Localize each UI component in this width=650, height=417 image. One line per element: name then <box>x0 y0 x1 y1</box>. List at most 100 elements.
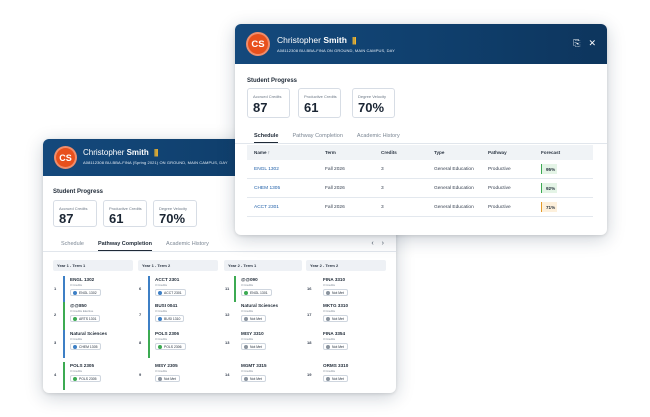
table-row[interactable]: CHEM 1305 Fall 2026 3 General Education Prod… <box>247 179 593 198</box>
column-header-term[interactable]: Term <box>325 150 336 155</box>
course-card[interactable]: 8 POLS 2306 3 Credits POLS 2306 <box>139 330 214 358</box>
course-credits: 3 Credits <box>155 309 168 313</box>
chevron-right-icon[interactable]: › <box>381 240 384 247</box>
credits-cell: 3 <box>381 205 384 210</box>
not-met-icon <box>326 291 330 295</box>
column-header-forecast[interactable]: Forecast <box>541 150 561 155</box>
course-chip[interactable]: ENGL 1302 <box>70 289 101 296</box>
stat-degree-velocity: Degree Velocity 70% <box>352 88 395 118</box>
course-card[interactable]: 19 ORMS 3310 3 Credits Not Met <box>307 362 382 390</box>
column-header-type[interactable]: Type <box>434 150 445 155</box>
course-credits: 3 Credits <box>323 369 336 373</box>
tab-pathway-completion[interactable]: Pathway Completion <box>292 133 343 139</box>
course-card[interactable]: 12 Natural Sciences 3 Credits Not Met <box>225 302 298 330</box>
course-name: @@090 <box>241 277 258 282</box>
course-chip[interactable]: Not Met <box>323 375 348 382</box>
course-chip[interactable]: Not Met <box>323 343 348 350</box>
course-card[interactable]: 1 ENGL 1302 3 Credits ENGL 1302 <box>54 276 129 304</box>
column-header-name[interactable]: Name ↑ <box>254 150 271 155</box>
status-dot-icon <box>73 317 77 321</box>
tab-academic-history[interactable]: Academic History <box>356 133 400 139</box>
chevron-left-icon[interactable]: ‹ <box>371 240 374 247</box>
table-row[interactable]: ENGL 1302 Fall 2026 3 General Education Prod… <box>247 160 593 179</box>
student-name: Christopher Smith ||| <box>277 35 357 45</box>
course-card[interactable]: 3 Natural Sciences 3 Credits CHEM 1305 <box>54 330 129 358</box>
term-cell: Fall 2026 <box>325 205 345 210</box>
course-chip[interactable]: POLS 2306 <box>155 343 186 350</box>
badge-icon: ||| <box>153 148 159 157</box>
course-card[interactable]: 18 FINA 3354 3 Credits Not Met <box>307 330 382 358</box>
course-sequence-number: 3 <box>54 340 57 345</box>
status-dot-icon <box>73 291 77 295</box>
column-header-pathway[interactable]: Pathway <box>488 150 507 155</box>
course-link[interactable]: ENGL 1302 <box>254 167 279 172</box>
stat-productive-credits: Productive Credits 61 <box>103 200 147 227</box>
course-sequence-number: 1 <box>54 286 57 291</box>
forecast-badge: 95% <box>541 164 558 174</box>
schedule-card: CS Christopher Smith ||| A08112308 BU-BBA… <box>235 24 607 235</box>
course-chip[interactable]: POLS 2305 <box>70 375 101 382</box>
stat-label: Degree Velocity <box>159 206 188 211</box>
course-chip[interactable]: Not Met <box>241 375 266 382</box>
type-cell: General Education <box>434 186 474 191</box>
tab-divider <box>235 143 607 144</box>
pathway-cell: Productive <box>488 205 511 210</box>
stat-productive-credits: Productive Credits 61 <box>298 88 341 118</box>
course-card[interactable]: 4 POLS 2305 3 Credits POLS 2305 <box>54 362 129 390</box>
student-subtitle: A08112308 BU-BBA-FINA ON GROUND, MAIN CA… <box>277 48 395 53</box>
course-credits: 3 Credits <box>241 283 254 287</box>
pager: ‹ › <box>371 240 384 247</box>
not-met-icon <box>244 317 248 321</box>
course-chip[interactable]: Not Met <box>241 343 266 350</box>
term-column-header: Year 2 - Term 1 <box>224 260 302 271</box>
stat-value: 61 <box>304 100 319 115</box>
term-cell: Fall 2026 <box>325 186 345 191</box>
course-chip[interactable]: BUSI 1310 <box>155 315 185 322</box>
stat-accrued-credits: Accrued Credits 87 <box>53 200 97 227</box>
course-card[interactable]: 7 BUSI 0041 3 Credits BUSI 1310 <box>139 302 214 330</box>
course-card[interactable]: 13 MISY 3310 3 Credits Not Met <box>225 330 298 358</box>
chip-label: Not Met <box>332 291 344 295</box>
course-sequence-number: 16 <box>307 286 312 291</box>
tab-pathway-completion[interactable]: Pathway Completion <box>97 241 153 251</box>
chip-label: ACCT 2301 <box>164 291 182 295</box>
course-card[interactable]: 6 ACCT 2301 3 Credits ACCT 2301 <box>139 276 214 304</box>
course-card[interactable]: 2 @@850 3 Credits Elective ARTS 1301 <box>54 302 129 330</box>
close-icon[interactable]: ✕ <box>588 38 596 48</box>
chip-label: POLS 2305 <box>79 377 97 381</box>
chip-label: Not Met <box>332 317 344 321</box>
course-card[interactable]: 9 MISY 2305 3 Credits Not Met <box>139 362 214 390</box>
course-sequence-number: 4 <box>54 372 57 377</box>
course-card[interactable]: 16 FINA 3310 3 Credits Not Met <box>307 276 382 304</box>
course-credits: 3 Credits <box>70 369 83 373</box>
course-name: Natural Sciences <box>70 331 108 336</box>
table-row[interactable]: ACCT 2301 Fall 2026 3 General Education Prod… <box>247 198 593 217</box>
stat-value: 70% <box>159 211 186 226</box>
chip-label: ENGL 1302 <box>79 291 97 295</box>
course-link[interactable]: ACCT 2301 <box>254 205 279 210</box>
course-chip[interactable]: ACCT 2301 <box>155 289 186 296</box>
course-card[interactable]: 14 MGMT 3315 3 Credits Not Met <box>225 362 298 390</box>
course-chip[interactable]: Not Met <box>323 289 348 296</box>
course-sequence-number: 8 <box>139 340 142 345</box>
course-chip[interactable]: CHEM 1305 <box>70 343 102 350</box>
course-link[interactable]: CHEM 1305 <box>254 186 281 191</box>
course-chip[interactable]: Not Met <box>241 315 266 322</box>
course-chip[interactable]: Not Met <box>323 315 348 322</box>
course-sequence-number: 2 <box>54 312 57 317</box>
table-header: Name ↑ Term Credits Type Pathway Forecas… <box>247 145 593 160</box>
course-card[interactable]: 17 MKTG 3310 3 Credits Not Met <box>307 302 382 330</box>
tab-schedule[interactable]: Schedule <box>61 241 84 247</box>
column-header-credits[interactable]: Credits <box>381 150 397 155</box>
course-chip[interactable]: Not Met <box>155 375 180 382</box>
course-name: MISY 2305 <box>155 363 178 368</box>
tab-academic-history[interactable]: Academic History <box>166 241 209 247</box>
term-column-header: Year 2 - Term 2 <box>306 260 386 271</box>
term-cell: Fall 2026 <box>325 167 345 172</box>
course-chip[interactable]: ARTS 1301 <box>70 315 101 322</box>
pathway-cell: Productive <box>488 186 511 191</box>
course-card[interactable]: 11 @@090 3 Credits ENGL 1301 <box>225 276 298 304</box>
download-icon[interactable]: ⎘ <box>573 38 581 48</box>
tab-schedule[interactable]: Schedule <box>254 133 279 143</box>
course-chip[interactable]: ENGL 1301 <box>241 289 272 296</box>
